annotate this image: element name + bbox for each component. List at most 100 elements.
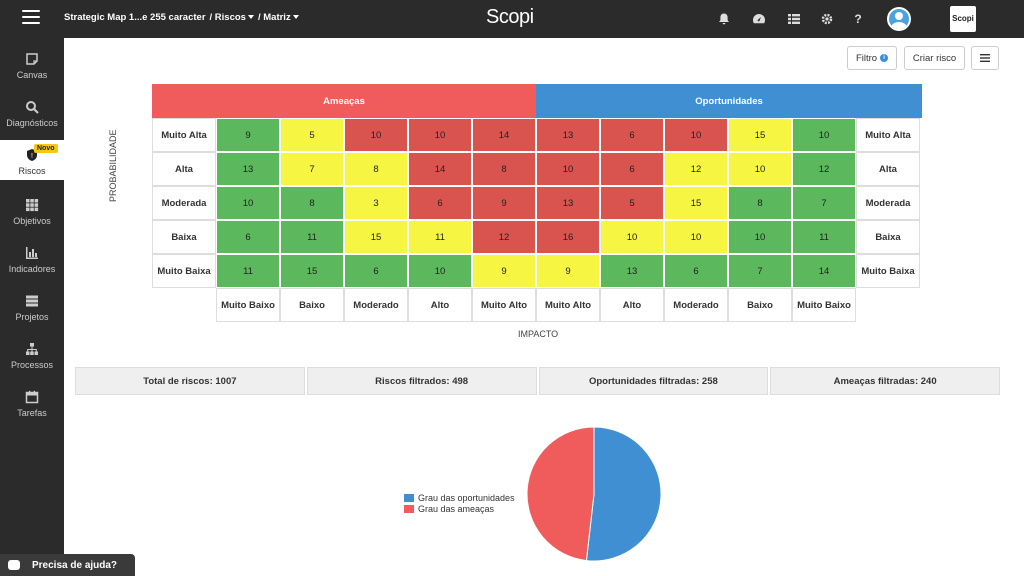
- matrix-cell[interactable]: 6: [344, 254, 408, 288]
- matrix-cell[interactable]: 6: [600, 118, 664, 152]
- more-menu-button[interactable]: [971, 46, 999, 70]
- sidebar-item-riscos[interactable]: ! Novo Riscos: [0, 140, 64, 180]
- help-icon[interactable]: ?: [854, 12, 862, 26]
- matrix-cell[interactable]: 10: [600, 220, 664, 254]
- matrix-cell[interactable]: 12: [472, 220, 536, 254]
- impact-label: Moderado: [344, 288, 408, 322]
- hamburger-menu-icon[interactable]: [22, 10, 40, 26]
- matrix-cell[interactable]: 7: [728, 254, 792, 288]
- sidebar-item-objetivos[interactable]: Objetivos: [0, 190, 64, 238]
- info-icon: i: [880, 54, 889, 62]
- matrix-cell[interactable]: 10: [728, 220, 792, 254]
- probability-label-right: Moderada: [856, 186, 920, 220]
- matrix-cell[interactable]: 16: [536, 220, 600, 254]
- matrix-cell[interactable]: 7: [792, 186, 856, 220]
- matrix-cell[interactable]: 6: [408, 186, 472, 220]
- matrix-cell[interactable]: 3: [344, 186, 408, 220]
- legend-item-opportunities[interactable]: Grau das oportunidades: [404, 492, 515, 503]
- breadcrumb-matrix[interactable]: / Matriz: [258, 12, 299, 23]
- matrix-cell[interactable]: 14: [792, 254, 856, 288]
- matrix-cell[interactable]: 10: [344, 118, 408, 152]
- svg-text:!: !: [31, 153, 33, 160]
- breadcrumb-risks-label: / Riscos: [209, 12, 246, 23]
- matrix-cell[interactable]: 8: [728, 186, 792, 220]
- sidebar-item-tarefas[interactable]: Tarefas: [0, 382, 64, 430]
- sidebar-item-label: Tarefas: [17, 408, 47, 418]
- pie-slice[interactable]: [585, 426, 662, 562]
- matrix-cell[interactable]: 10: [664, 118, 728, 152]
- matrix-cell[interactable]: 13: [536, 118, 600, 152]
- canvas-icon: [26, 53, 38, 65]
- filtered-opportunities: Oportunidades filtradas: 258: [538, 367, 769, 395]
- probability-label-left: Moderada: [152, 186, 216, 220]
- matrix-cell[interactable]: 15: [280, 254, 344, 288]
- matrix-cell[interactable]: 10: [216, 186, 280, 220]
- sidebar-item-diagnosticos[interactable]: Diagnósticos: [0, 92, 64, 140]
- matrix-cell[interactable]: 7: [280, 152, 344, 186]
- sidebar-item-canvas[interactable]: Canvas: [0, 44, 64, 92]
- breadcrumb-risks[interactable]: / Riscos: [210, 12, 254, 23]
- probability-label-right: Muito Baixa: [856, 254, 920, 288]
- legend-swatch: [404, 504, 414, 513]
- matrix-cell[interactable]: 6: [600, 152, 664, 186]
- matrix-cell[interactable]: 10: [408, 254, 472, 288]
- matrix-cell[interactable]: 5: [280, 118, 344, 152]
- avatar[interactable]: [887, 7, 911, 31]
- impact-axis-label: IMPACTO: [518, 329, 559, 339]
- matrix-cell[interactable]: 9: [216, 118, 280, 152]
- hierarchy-icon: [26, 343, 38, 355]
- matrix-cell[interactable]: 14: [408, 152, 472, 186]
- matrix-cell[interactable]: 10: [536, 152, 600, 186]
- matrix-cell[interactable]: 14: [472, 118, 536, 152]
- list-icon[interactable]: [787, 12, 801, 26]
- impact-label: Alto: [408, 288, 472, 322]
- matrix-cell[interactable]: 11: [408, 220, 472, 254]
- matrix-cell[interactable]: 15: [344, 220, 408, 254]
- matrix-cell[interactable]: 11: [792, 220, 856, 254]
- matrix-cell[interactable]: 10: [792, 118, 856, 152]
- legend-item-threats[interactable]: Grau das ameaças: [404, 503, 515, 514]
- total-risks: Total de riscos: 1007: [75, 367, 305, 395]
- matrix-cell[interactable]: 11: [280, 220, 344, 254]
- brand-logo[interactable]: Scopi: [486, 6, 534, 28]
- legend-label: Grau das ameaças: [418, 503, 495, 514]
- matrix-cell[interactable]: 10: [728, 152, 792, 186]
- matrix-cell[interactable]: 6: [664, 254, 728, 288]
- matrix-cell[interactable]: 6: [216, 220, 280, 254]
- filter-button-label: Filtro: [855, 52, 878, 64]
- matrix-cell[interactable]: 9: [472, 186, 536, 220]
- matrix-cell[interactable]: 15: [728, 118, 792, 152]
- filter-button[interactable]: Filtro i: [847, 46, 897, 70]
- dashboard-icon[interactable]: [752, 12, 766, 26]
- matrix-cell[interactable]: 8: [344, 152, 408, 186]
- matrix-cell[interactable]: 13: [536, 186, 600, 220]
- matrix-cell[interactable]: 11: [216, 254, 280, 288]
- gear-icon[interactable]: [820, 12, 834, 26]
- matrix-cell[interactable]: 10: [664, 220, 728, 254]
- grid-icon: [26, 199, 39, 212]
- probability-label-right: Alta: [856, 152, 920, 186]
- matrix-cell[interactable]: 8: [280, 186, 344, 220]
- sidebar-item-projetos[interactable]: Projetos: [0, 286, 64, 334]
- matrix-cell[interactable]: 8: [472, 152, 536, 186]
- matrix-cell[interactable]: 12: [664, 152, 728, 186]
- help-widget[interactable]: Precisa de ajuda?: [0, 554, 135, 576]
- sidebar-item-processos[interactable]: Processos: [0, 334, 64, 382]
- matrix-cell[interactable]: 13: [216, 152, 280, 186]
- impact-label: Muito Alto: [472, 288, 536, 322]
- matrix-cell[interactable]: 9: [536, 254, 600, 288]
- matrix-cell[interactable]: 15: [664, 186, 728, 220]
- matrix-cell[interactable]: 10: [408, 118, 472, 152]
- breadcrumb-map[interactable]: Strategic Map 1...e 255 caracter: [64, 12, 206, 23]
- filtered-risks: Riscos filtrados: 498: [306, 367, 537, 395]
- create-risk-button[interactable]: Criar risco: [904, 46, 965, 70]
- sidebar-item-label: Processos: [10, 360, 54, 370]
- matrix-cell[interactable]: 12: [792, 152, 856, 186]
- pie-slice[interactable]: [526, 426, 595, 562]
- matrix-cell[interactable]: 13: [600, 254, 664, 288]
- matrix-cell[interactable]: 9: [472, 254, 536, 288]
- legend-swatch: [404, 493, 414, 502]
- sidebar-item-indicadores[interactable]: Indicadores: [0, 238, 64, 286]
- bell-icon[interactable]: [717, 12, 731, 26]
- matrix-cell[interactable]: 5: [600, 186, 664, 220]
